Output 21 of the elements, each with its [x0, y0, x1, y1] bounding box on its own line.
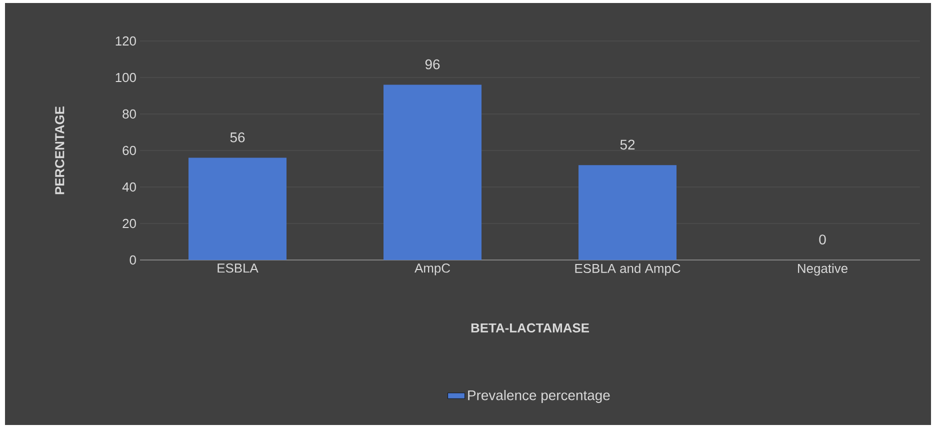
bar [384, 84, 482, 260]
x-tick-label: ESBLA [218, 264, 258, 273]
x-tick-label: ESBLA and AmpC [575, 264, 680, 276]
data-label: 0 [819, 234, 826, 244]
y-tick-label: 20 [122, 218, 136, 228]
y-tick-label: 40 [122, 182, 136, 192]
x-tick-label: AmpC [414, 264, 450, 276]
legend-label: Prevalence percentage [468, 390, 610, 403]
y-tick-label: 60 [122, 146, 136, 156]
data-label: 56 [230, 132, 245, 142]
bar [578, 165, 677, 260]
y-tick-label: 120 [116, 36, 136, 46]
y-tick-label: 100 [116, 72, 136, 82]
y-axis-title: PERCENTAGE [55, 106, 64, 194]
bar [188, 158, 287, 260]
x-tick-label: Negative [798, 264, 848, 276]
x-axis-title: BETA-LACTAMASE [471, 323, 589, 332]
data-label: 52 [620, 140, 635, 150]
y-tick-label: 80 [122, 109, 136, 119]
data-label: 96 [425, 59, 440, 70]
y-tick-label: 0 [130, 255, 136, 265]
